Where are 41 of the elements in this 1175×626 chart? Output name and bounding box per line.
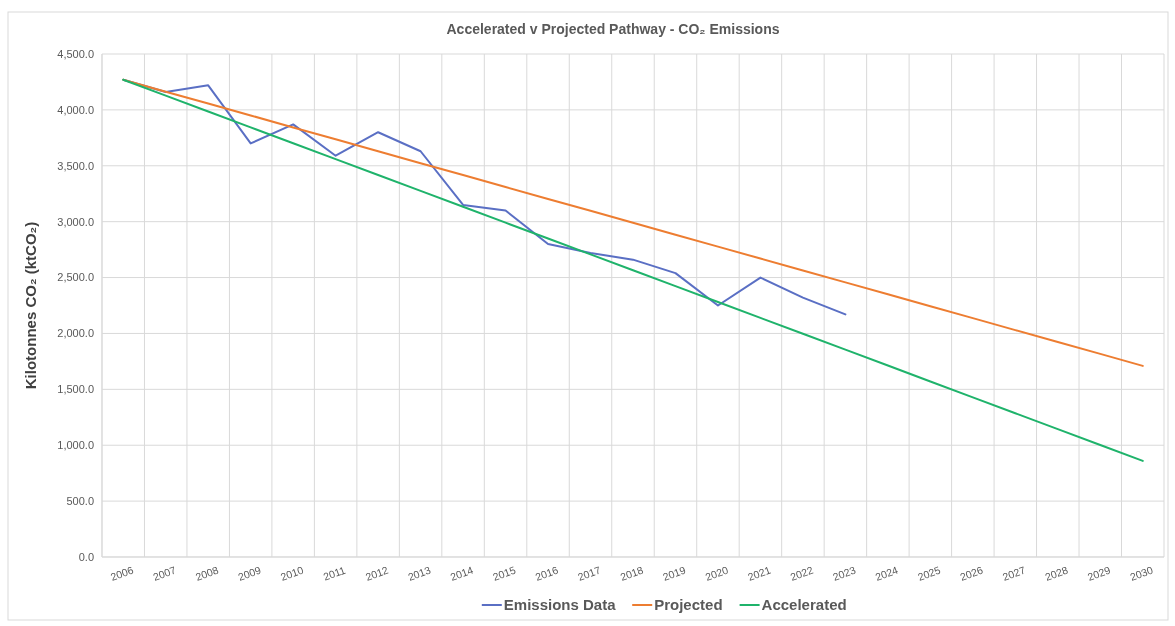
y-tick-label: 4,000.0 [57, 103, 94, 116]
y-tick-label: 500.0 [66, 494, 94, 507]
x-tick-label: 2018 [618, 563, 645, 583]
x-tick-label: 2024 [873, 563, 900, 583]
x-tick-label: 2010 [278, 563, 305, 583]
x-tick-label: 2021 [746, 563, 773, 583]
y-tick-label: 1,000.0 [57, 439, 94, 452]
y-tick-label: 3,000.0 [57, 215, 94, 228]
y-tick-label: 2,000.0 [57, 327, 94, 340]
x-tick-label: 2019 [661, 563, 688, 583]
legend-label: Projected [654, 596, 723, 613]
x-tick-label: 2009 [236, 563, 263, 583]
chart-title: Accelerated v Projected Pathway - CO₂ Emissions [446, 21, 780, 37]
x-tick-label: 2017 [576, 563, 603, 583]
x-tick-label: 2023 [831, 563, 858, 583]
x-tick-label: 2016 [533, 563, 560, 583]
x-tick-label: 2014 [448, 563, 475, 583]
x-tick-label: 2020 [703, 563, 730, 583]
y-tick-label: 1,500.0 [57, 383, 94, 396]
y-tick-label: 0.0 [78, 550, 94, 563]
x-tick-label: 2007 [151, 563, 178, 583]
x-tick-label: 2025 [915, 563, 943, 583]
x-tick-label: 2011 [321, 563, 348, 583]
legend-label: Emissions Data [503, 596, 617, 613]
line-series [122, 78, 1144, 462]
x-tick-label: 2022 [788, 563, 815, 583]
x-tick-label: 2029 [1085, 563, 1113, 583]
x-tick-label: 2013 [406, 563, 433, 583]
x-tick-label: 2026 [958, 563, 985, 583]
y-tick-label: 2,500.0 [57, 271, 94, 284]
legend-label: Accelerated [761, 596, 847, 613]
x-tick-label: 2028 [1043, 563, 1070, 583]
x-tick-label: 2006 [108, 563, 136, 583]
x-tick-label: 2008 [193, 563, 221, 583]
y-tick-label: 4,500.0 [57, 47, 94, 60]
x-tick-label: 2027 [1000, 563, 1028, 583]
y-axis-title: Kilotonnes CO₂ (ktCO₂) [22, 221, 39, 390]
y-tick-label: 3,500.0 [57, 159, 94, 172]
x-tick-label: 2012 [363, 563, 390, 583]
x-tick-label: 2030 [1128, 563, 1155, 583]
x-tick-label: 2015 [491, 563, 518, 583]
